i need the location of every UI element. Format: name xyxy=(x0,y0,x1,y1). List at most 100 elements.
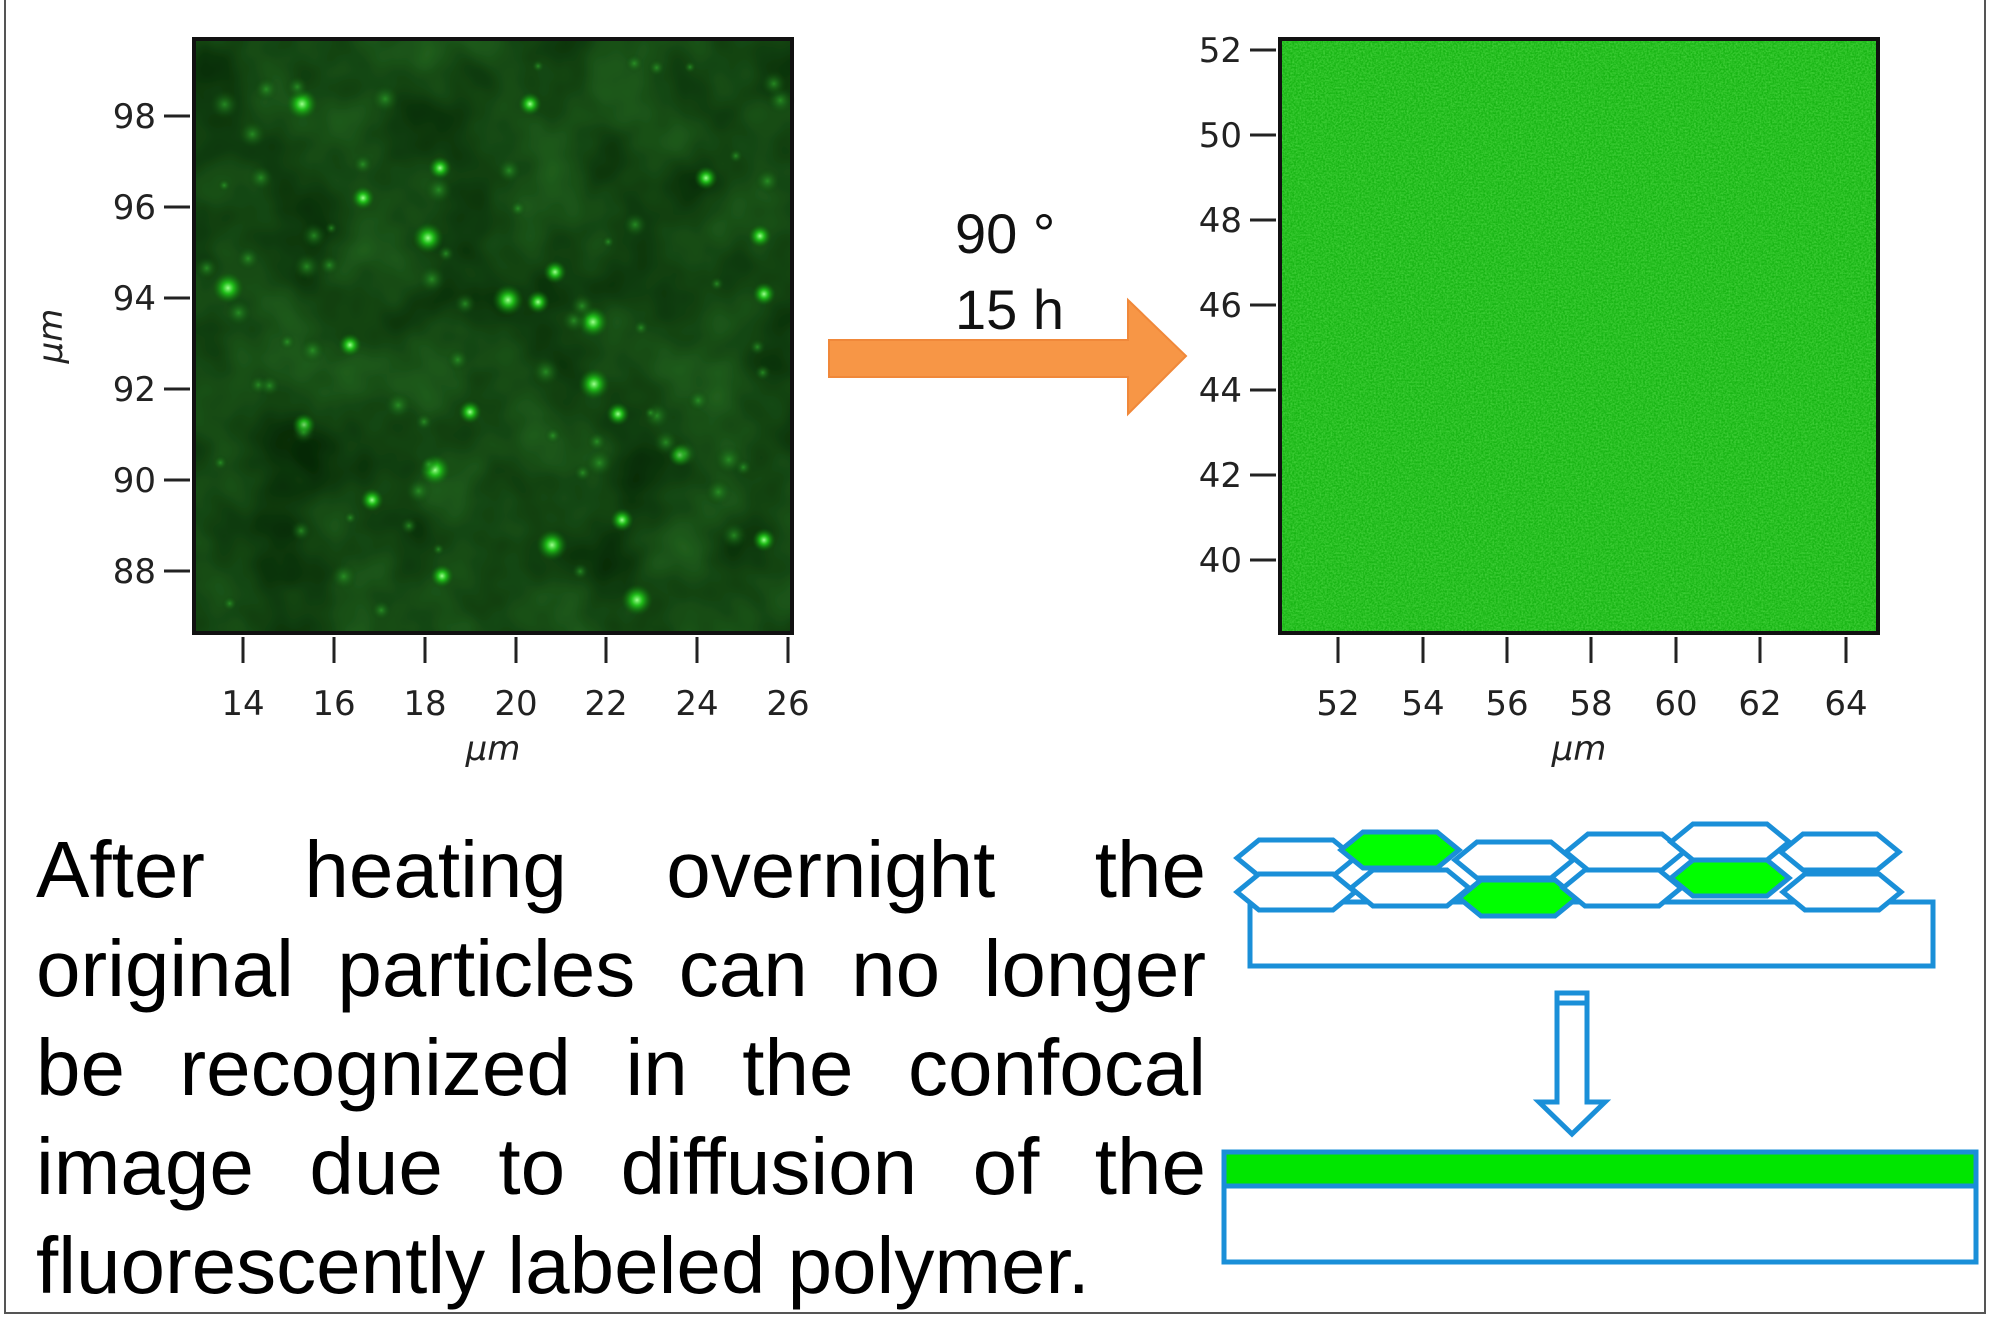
down-arrow-schematic xyxy=(1532,990,1612,1138)
dim-particle xyxy=(719,520,749,550)
particle-hexagon xyxy=(1562,831,1688,873)
fluorescent-particle xyxy=(578,368,610,400)
dim-particle xyxy=(224,298,254,328)
down-arrow xyxy=(1532,990,1612,1138)
dim-particle xyxy=(423,174,455,206)
dim-particle xyxy=(221,595,238,612)
heating-conditions-label: 90 ° 15 h xyxy=(955,196,1064,348)
fluorescent-particle xyxy=(621,584,653,616)
dim-particle xyxy=(414,412,434,432)
dim-particle xyxy=(194,255,219,281)
dim-particle xyxy=(247,164,275,192)
dim-particle xyxy=(383,390,413,420)
left-x-tick-label: 26 xyxy=(766,684,809,724)
dim-particle xyxy=(318,254,341,277)
dim-particle xyxy=(369,83,401,115)
dim-particle xyxy=(208,88,241,121)
left-x-tick-label: 20 xyxy=(494,684,537,724)
left-image-frame xyxy=(192,37,794,635)
left-particle-layer xyxy=(194,53,795,621)
substrate-after xyxy=(1221,1183,1979,1265)
film-schematic xyxy=(1221,1149,1979,1265)
particle-layer-schematic xyxy=(1233,821,1936,969)
dim-particle xyxy=(285,74,310,99)
dim-particle xyxy=(632,319,650,337)
right-y-tick-label: 40 xyxy=(1199,541,1242,581)
dim-particle xyxy=(495,157,523,185)
left-y-tick-label: 96 xyxy=(113,188,156,228)
dim-particle xyxy=(760,70,788,98)
right-y-tick-label: 48 xyxy=(1199,201,1242,241)
dim-particle xyxy=(278,333,297,351)
dim-particle xyxy=(530,356,562,388)
dim-particle xyxy=(343,510,358,525)
fluorescent-particle xyxy=(338,333,362,357)
left-y-tick-label: 90 xyxy=(113,461,156,501)
dim-particle xyxy=(431,542,446,557)
duration-label: 15 h xyxy=(955,278,1064,341)
dim-particle xyxy=(253,76,279,102)
particle-hexagon xyxy=(1451,839,1577,881)
left-confocal-panel: 14 16 18 20 22 24 26 98 96 94 92 90 88 µm µm xyxy=(31,37,810,769)
fluorescent-particle xyxy=(752,528,776,552)
left-y-tick-label: 88 xyxy=(113,552,156,592)
particle-hexagon xyxy=(1233,837,1359,879)
fluorescent-particle xyxy=(428,156,452,180)
right-x-tick-label: 52 xyxy=(1316,684,1359,724)
dim-particle xyxy=(686,388,710,413)
dim-particle xyxy=(292,251,322,282)
right-y-tick-label: 50 xyxy=(1199,116,1242,156)
slide-frame xyxy=(4,0,1986,1314)
particle-hexagon xyxy=(1559,867,1685,909)
dim-particle xyxy=(709,276,725,292)
dim-particle xyxy=(748,338,767,356)
dim-particle xyxy=(754,167,781,195)
fluorescent-particle xyxy=(694,166,718,190)
fluorescent-particle xyxy=(752,282,776,306)
particle-hexagon xyxy=(1779,871,1905,913)
dim-particle xyxy=(601,235,615,249)
left-x-tick-label: 24 xyxy=(675,684,718,724)
dim-particle xyxy=(257,374,282,398)
dim-particle xyxy=(568,292,596,320)
fluorescent-particle xyxy=(412,222,444,254)
labeled-particle-hexagon xyxy=(1337,829,1463,871)
caption-text: After heating overnight the original par… xyxy=(36,825,1206,1310)
dim-particle xyxy=(624,53,645,74)
left-x-tick-label: 18 xyxy=(403,684,446,724)
dim-particle xyxy=(416,264,447,295)
right-y-tick-label: 52 xyxy=(1199,31,1242,71)
particle-hexagon xyxy=(1347,867,1473,909)
right-y-tick-label: 42 xyxy=(1199,456,1242,496)
fluorescent-particle xyxy=(351,186,375,210)
dim-particle xyxy=(753,363,772,382)
right-image-frame xyxy=(1278,37,1880,635)
left-y-axis-label: µm xyxy=(31,309,71,365)
fluorescent-particle xyxy=(458,400,482,424)
right-image-noise xyxy=(1280,39,1878,633)
dim-particle xyxy=(445,347,470,372)
dim-particle xyxy=(351,153,374,176)
temperature-label: 90 ° xyxy=(955,202,1056,265)
right-x-tick-label: 60 xyxy=(1654,684,1697,724)
dim-particle xyxy=(370,599,393,621)
right-x-tick-label: 56 xyxy=(1485,684,1528,724)
dim-particle xyxy=(647,58,666,77)
right-x-axis-label: µm xyxy=(1551,729,1607,769)
dim-particle xyxy=(453,292,477,316)
particle-hexagon xyxy=(1777,831,1903,873)
fluorescent-particle xyxy=(360,488,384,512)
dim-particle xyxy=(670,439,699,468)
process-arrow xyxy=(828,297,1188,417)
dim-particle xyxy=(713,444,745,476)
dim-particle xyxy=(298,336,327,364)
dim-particle xyxy=(543,426,562,445)
fluorescent-particle xyxy=(610,508,634,532)
fluorescent-particle xyxy=(518,92,542,116)
right-axes: 52 54 56 58 60 62 64 52 50 48 46 44 42 40 xyxy=(1199,31,1868,724)
dim-particle xyxy=(571,562,590,581)
left-axes: 14 16 18 20 22 24 26 98 96 94 92 90 88 xyxy=(113,97,810,724)
polymer-film xyxy=(1221,1149,1979,1189)
dim-particle xyxy=(728,148,744,164)
dim-particle xyxy=(324,221,338,235)
